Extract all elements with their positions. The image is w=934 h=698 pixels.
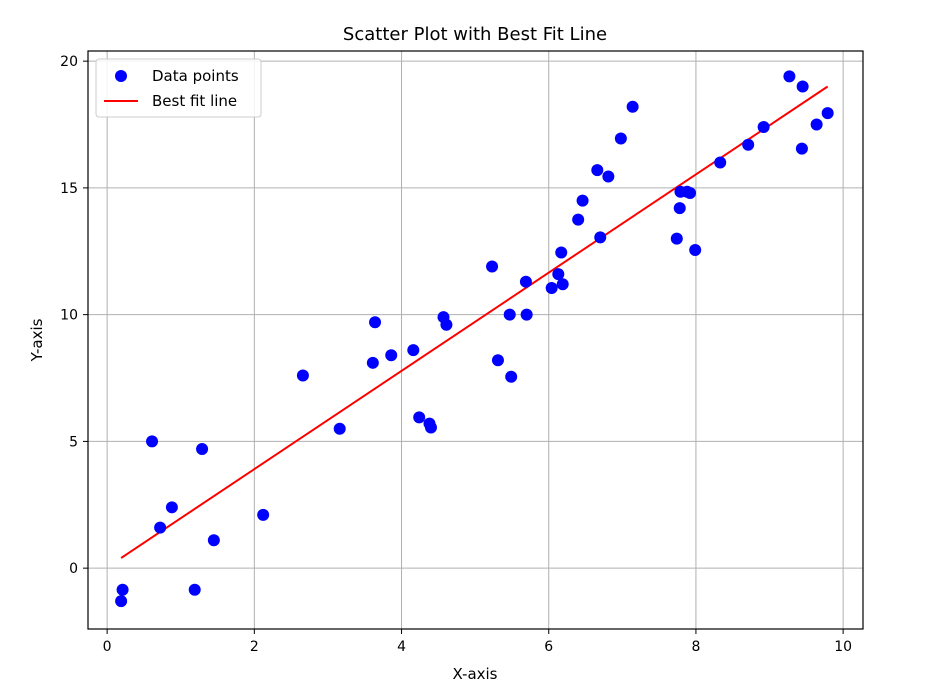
data-point <box>670 232 683 245</box>
data-point <box>407 344 420 357</box>
x-axis-label: X-axis <box>453 665 498 683</box>
data-point <box>257 508 270 521</box>
data-point <box>116 583 129 596</box>
data-point <box>207 534 220 547</box>
data-point <box>505 370 518 383</box>
data-point <box>810 118 823 131</box>
x-tick-label: 6 <box>544 639 553 655</box>
axis-ticks: 0 2 4 6 8 10 0 5 10 15 20 <box>60 54 852 655</box>
data-point <box>440 318 453 331</box>
legend: Data points Best fit line <box>95 58 262 118</box>
chart-title: Scatter Plot with Best Fit Line <box>343 24 607 45</box>
data-point <box>503 308 516 321</box>
legend-label-data-points: Data points <box>152 67 239 85</box>
plot-area <box>87 50 864 630</box>
data-point <box>296 369 309 382</box>
data-point <box>572 213 585 226</box>
data-point <box>689 244 702 257</box>
data-point <box>545 282 558 295</box>
data-point <box>188 583 201 596</box>
y-tick-label: 20 <box>60 54 78 70</box>
data-point <box>154 521 167 534</box>
best-fit-line-layer <box>120 85 829 559</box>
data-point <box>591 164 604 177</box>
data-point <box>684 186 697 199</box>
data-point <box>742 138 755 151</box>
data-point <box>552 268 565 281</box>
y-tick-label: 5 <box>69 434 78 450</box>
data-point <box>576 194 589 207</box>
y-axis-label: Y-axis <box>28 318 46 362</box>
data-point <box>594 231 607 244</box>
data-point <box>413 411 426 424</box>
data-point <box>491 354 504 367</box>
data-point <box>555 246 568 259</box>
data-points-layer <box>115 70 834 608</box>
data-point <box>366 356 379 369</box>
data-point <box>626 100 639 113</box>
x-tick-label: 2 <box>250 639 259 655</box>
x-tick-label: 0 <box>103 639 112 655</box>
data-point <box>602 170 615 183</box>
x-tick-label: 8 <box>691 639 700 655</box>
data-point <box>795 142 808 155</box>
x-tick-label: 10 <box>834 639 852 655</box>
legend-marker-data-points <box>115 70 127 82</box>
data-point <box>519 275 532 288</box>
data-point <box>369 316 382 329</box>
data-point <box>673 202 686 215</box>
data-point <box>796 80 809 93</box>
legend-label-best-fit-line: Best fit line <box>152 92 237 110</box>
data-point <box>196 443 209 456</box>
data-point <box>115 595 128 608</box>
data-point <box>333 422 346 435</box>
y-tick-label: 10 <box>60 308 78 324</box>
data-point <box>821 107 834 120</box>
legend-box <box>95 58 262 118</box>
data-point <box>486 260 499 273</box>
data-point <box>783 70 796 83</box>
data-point <box>614 132 627 145</box>
x-tick-label: 4 <box>397 639 406 655</box>
y-tick-label: 15 <box>60 181 78 197</box>
data-point <box>424 421 437 434</box>
data-point <box>520 308 533 321</box>
data-point <box>385 349 398 362</box>
y-tick-label: 0 <box>69 561 78 577</box>
data-point <box>757 121 770 134</box>
data-point <box>146 435 159 448</box>
best-fit-line <box>120 85 829 559</box>
data-point <box>165 501 178 514</box>
data-point <box>556 278 569 291</box>
data-point <box>714 156 727 169</box>
grid <box>88 51 863 629</box>
